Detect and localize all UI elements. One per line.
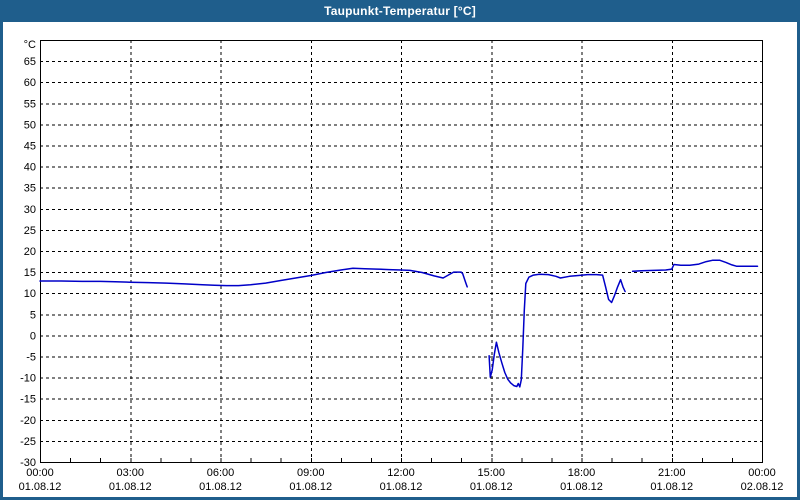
series-line-segment [488, 273, 626, 388]
y-tick-label: 30 [24, 204, 36, 216]
y-tick-label: -15 [20, 394, 36, 406]
x-tick-date-label: 01.08.12 [560, 481, 603, 493]
x-tick-time-label: 00:00 [26, 467, 54, 479]
x-tick-date-label: 01.08.12 [470, 481, 513, 493]
x-tick-date-label: 01.08.12 [19, 481, 62, 493]
x-tick-time-label: 00:00 [748, 467, 776, 479]
y-tick-label: -30 [20, 457, 36, 469]
y-axis-unit-label: °C [24, 39, 36, 51]
y-tick-label: 50 [24, 119, 36, 131]
x-tick-date-label: 01.08.12 [650, 481, 693, 493]
y-tick-label: 60 [24, 77, 36, 89]
y-tick-label: 40 [24, 162, 36, 174]
window-title: Taupunkt-Temperatur [°C] [324, 4, 476, 18]
x-tick-time-label: 09:00 [297, 467, 325, 479]
x-tick-date-label: 01.08.12 [380, 481, 423, 493]
y-tick-label: 25 [24, 225, 36, 237]
title-bar: Taupunkt-Temperatur [°C] [0, 0, 800, 22]
y-tick-label: -10 [20, 373, 36, 385]
x-tick-date-label: 02.08.12 [741, 481, 784, 493]
series-line-segment [39, 267, 468, 288]
x-tick-time-label: 06:00 [207, 467, 235, 479]
y-tick-label: 65 [24, 56, 36, 68]
y-tick-label: 5 [30, 309, 36, 321]
series-line-segment [631, 259, 759, 273]
y-tick-label: -25 [20, 436, 36, 448]
plot-border [40, 40, 763, 463]
y-tick-label: -5 [26, 352, 36, 364]
y-tick-label: 0 [30, 330, 36, 342]
y-tick-label: 35 [24, 183, 36, 195]
x-tick-time-label: 15:00 [477, 467, 505, 479]
x-tick-date-label: 01.08.12 [289, 481, 332, 493]
x-tick-time-label: 03:00 [116, 467, 144, 479]
x-tick-time-label: 21:00 [658, 467, 686, 479]
x-tick-date-label: 01.08.12 [199, 481, 242, 493]
y-tick-label: 55 [24, 98, 36, 110]
y-tick-label: 20 [24, 246, 36, 258]
y-tick-label: 15 [24, 267, 36, 279]
x-tick-time-label: 12:00 [387, 467, 415, 479]
y-tick-label: -20 [20, 415, 36, 427]
x-tick-date-label: 01.08.12 [109, 481, 152, 493]
y-tick-label: 45 [24, 141, 36, 153]
y-tick-label: 10 [24, 288, 36, 300]
x-tick-time-label: 18:00 [568, 467, 596, 479]
